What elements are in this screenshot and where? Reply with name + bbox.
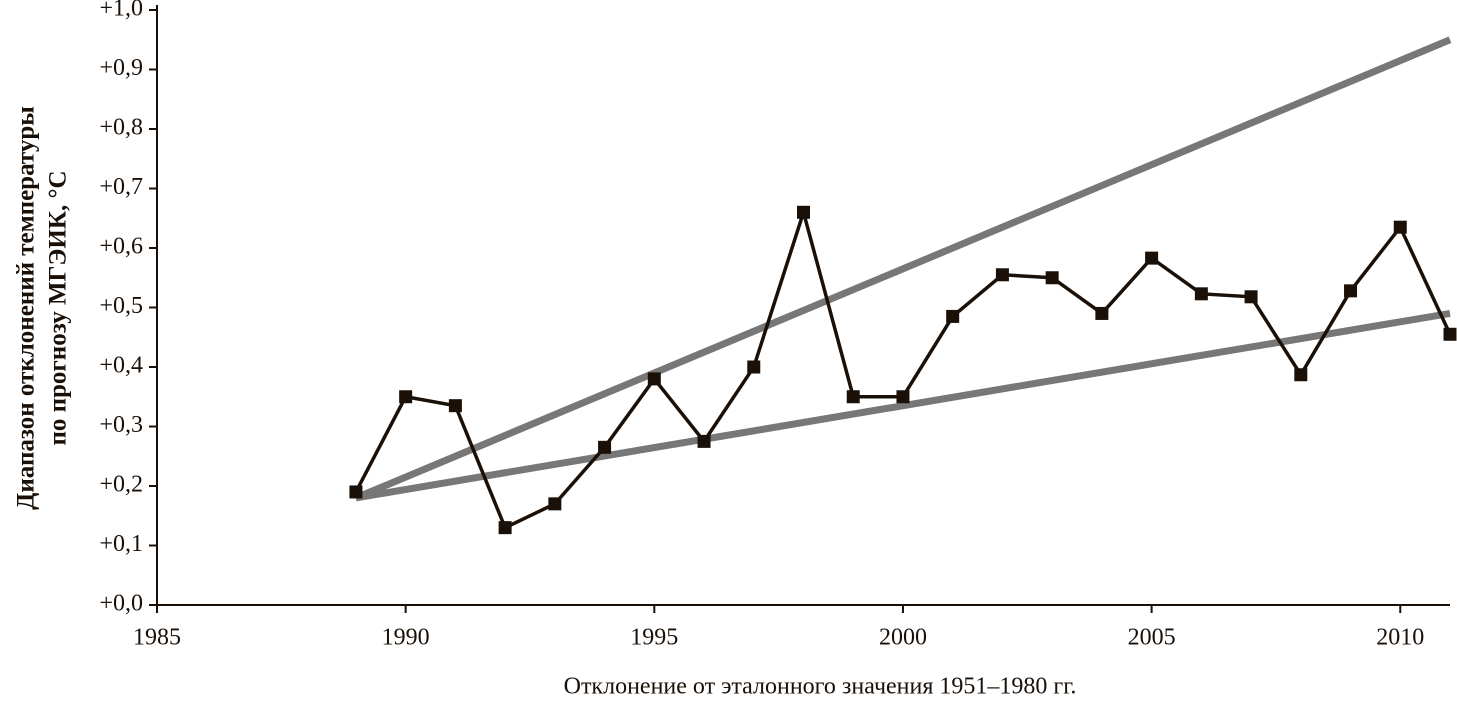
y-tick-label: +0,9: [99, 55, 143, 81]
y-tick-label: +0,1: [99, 531, 143, 557]
marker: [946, 309, 960, 323]
marker: [349, 485, 363, 499]
marker: [448, 399, 462, 413]
marker: [747, 360, 761, 374]
marker: [995, 268, 1009, 282]
y-axis-title-line: Диапазон отклонений температуры: [13, 106, 40, 510]
y-tick-label: +0,6: [99, 234, 143, 260]
trend-line: [355, 309, 1451, 502]
marker: [498, 521, 512, 535]
marker: [1045, 271, 1059, 285]
marker: [1145, 251, 1159, 265]
marker: [797, 205, 810, 219]
marker: [1294, 368, 1308, 382]
y-tick-label: +0,5: [99, 293, 143, 319]
marker: [548, 497, 562, 511]
y-axis-title: Диапазон отклонений температуры по прогн…: [13, 106, 72, 510]
marker: [846, 390, 860, 404]
marker: [598, 440, 612, 454]
y-axis-title-line: по прогнозу МГЭИК, °С: [45, 170, 72, 445]
y-tick-label: +0,2: [99, 472, 143, 498]
y-tick-label: +1,0: [99, 0, 143, 22]
x-tick-label: 1995: [630, 625, 678, 651]
x-tick-label: 2000: [879, 625, 927, 651]
x-tick-label: 1990: [382, 625, 430, 651]
marker: [399, 390, 413, 404]
marker: [1344, 284, 1358, 298]
trend-line: [354, 36, 1452, 502]
marker: [1443, 327, 1457, 341]
y-tick-label: +0,8: [99, 115, 143, 141]
data-line: [354, 206, 1452, 531]
y-tick-label: +0,3: [99, 412, 143, 438]
y-tick-label: +0,4: [99, 353, 143, 379]
marker: [697, 434, 711, 448]
x-tick-label: 1985: [133, 625, 181, 651]
marker: [896, 390, 910, 404]
marker: [1095, 306, 1109, 320]
marker: [1194, 287, 1208, 301]
marker: [647, 372, 661, 386]
x-tick-label: 2010: [1376, 625, 1424, 651]
marker: [1393, 220, 1407, 234]
x-tick-label: 2005: [1128, 625, 1176, 651]
y-tick-label: +0,7: [99, 174, 143, 200]
x-axis-title: Отклонение от эталонного значения 1951–1…: [564, 674, 1077, 700]
marker: [1244, 290, 1258, 304]
y-tick-label: +0,0: [99, 591, 143, 617]
